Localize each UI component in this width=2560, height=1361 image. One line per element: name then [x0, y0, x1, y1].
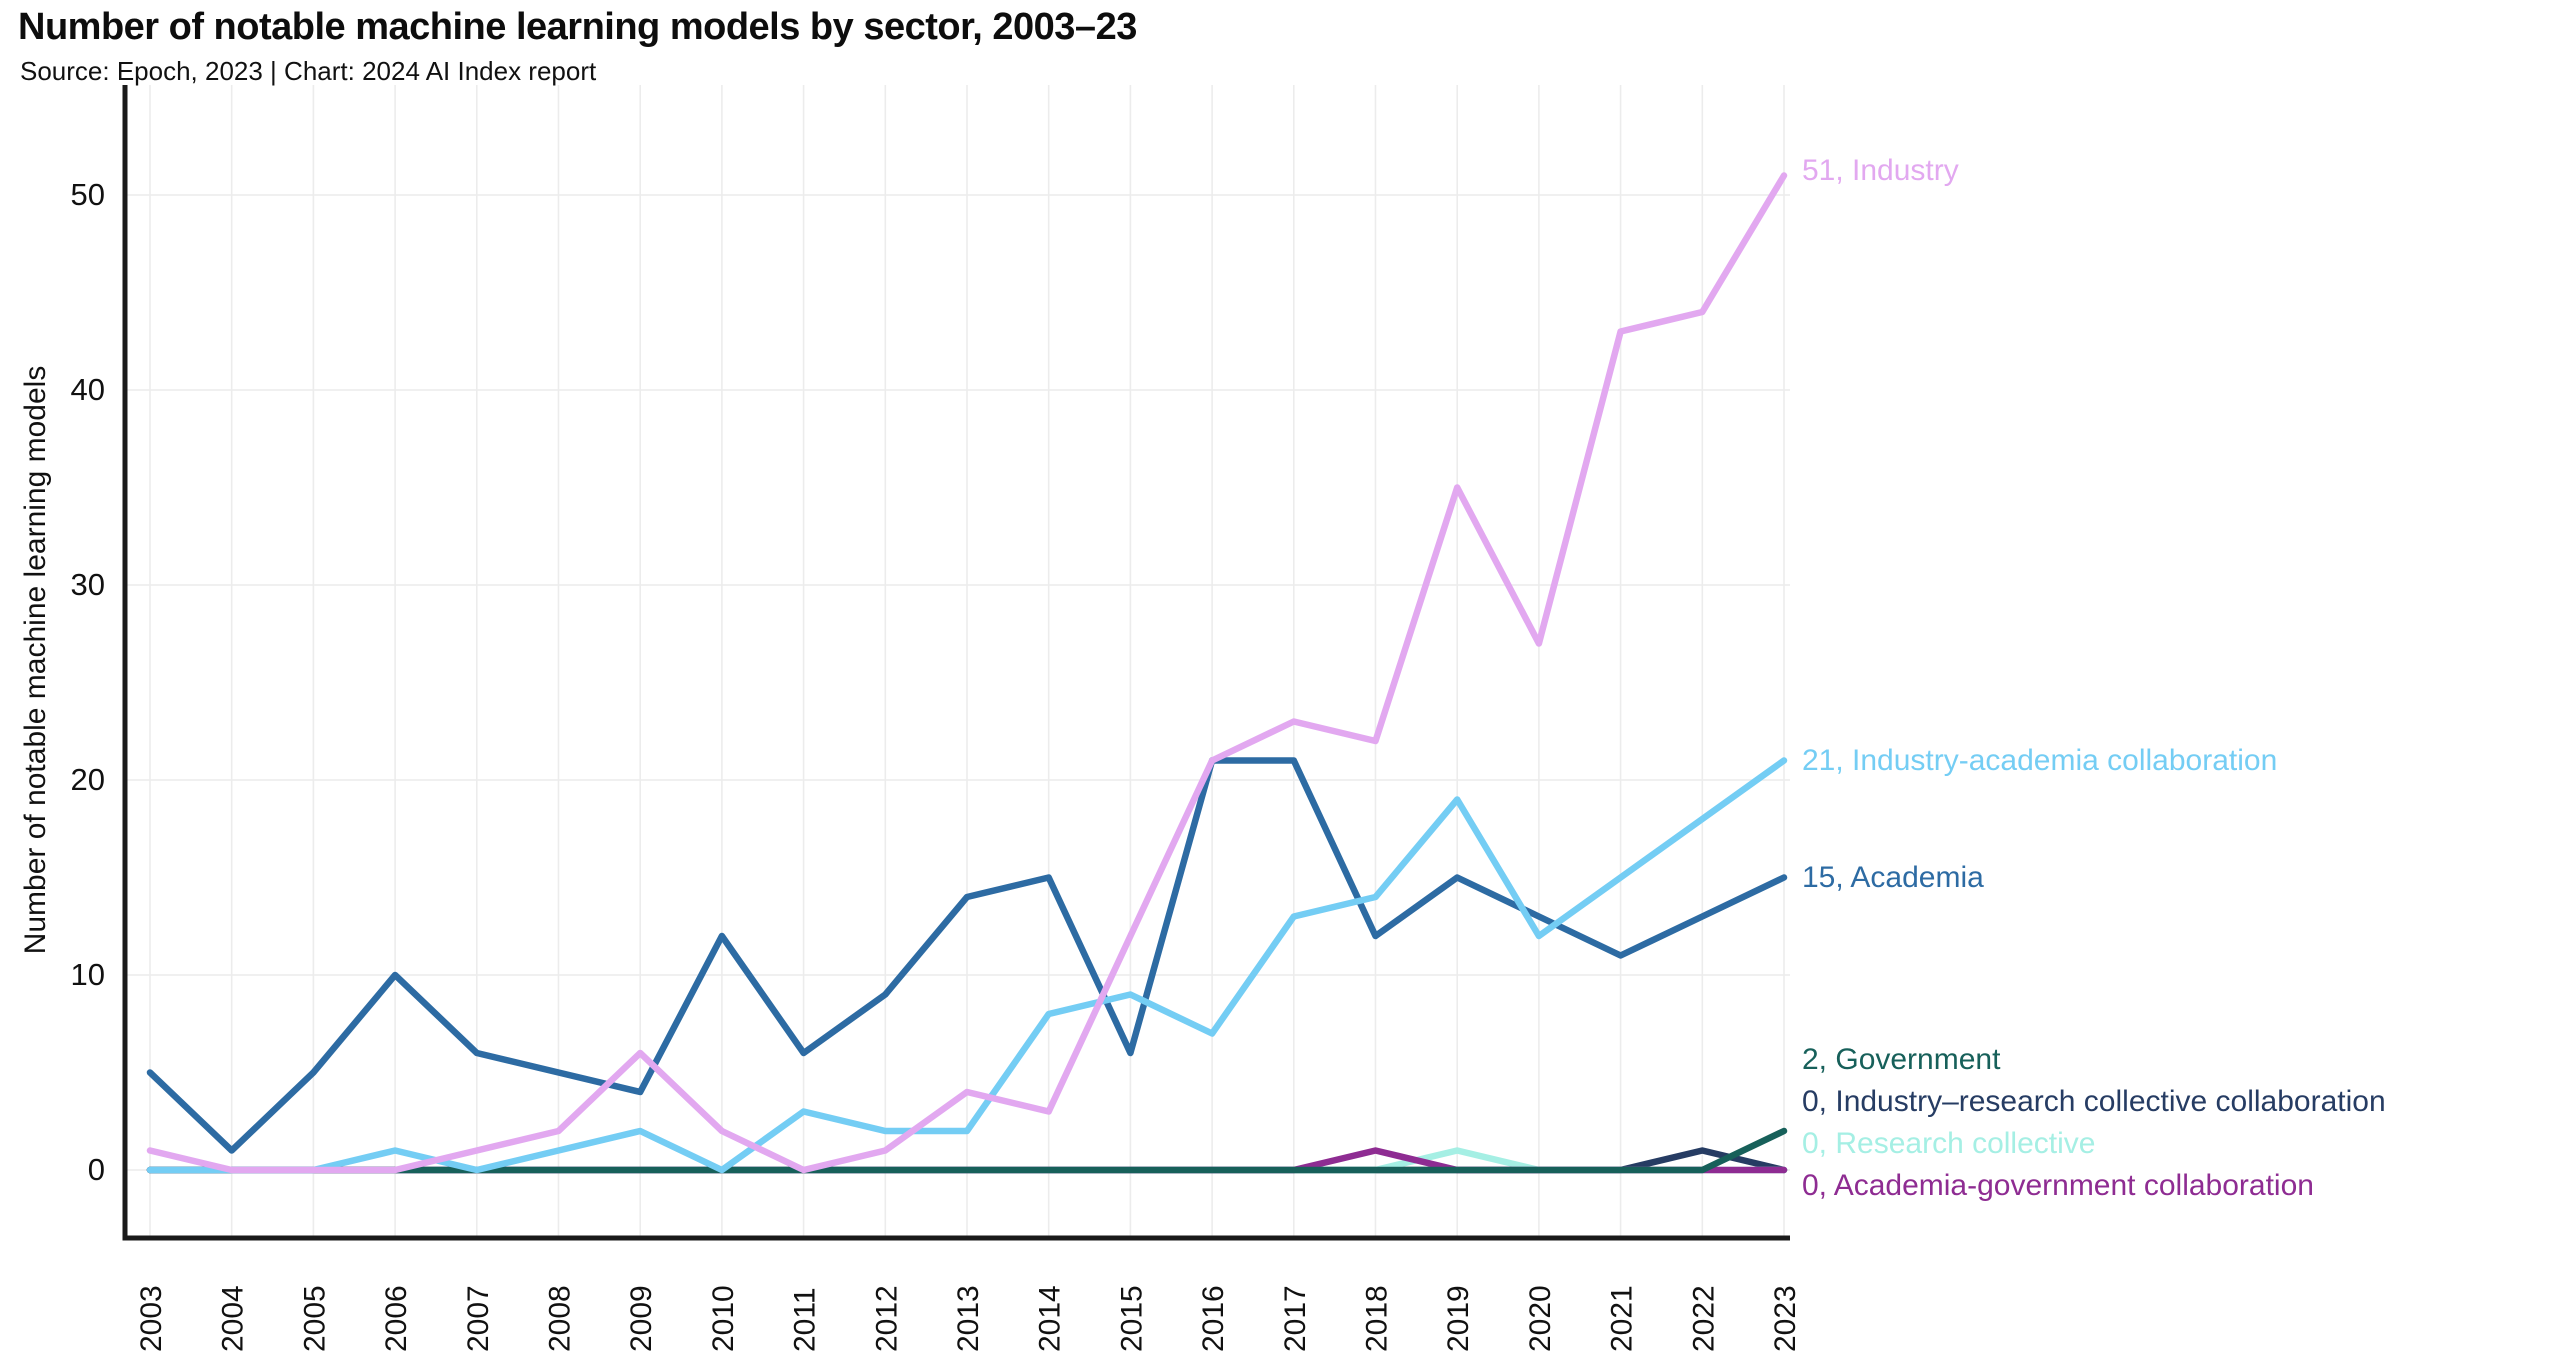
- x-tick-label: 2018: [1361, 1285, 1394, 1352]
- x-tick-label: 2005: [298, 1285, 331, 1352]
- x-tick-label: 2023: [1769, 1285, 1802, 1352]
- y-tick-label: 30: [71, 567, 105, 602]
- line-industry: [146, 172, 1788, 1174]
- y-tick-label: 40: [71, 372, 105, 407]
- end-label-government: 2, Government: [1802, 1043, 2001, 1076]
- x-tick-label: 2015: [1115, 1285, 1148, 1352]
- x-tick-label: 2003: [135, 1285, 168, 1352]
- end-label-research-collective: 0, Research collective: [1802, 1127, 2096, 1160]
- x-tick-label: 2010: [707, 1285, 740, 1352]
- x-tick-label: 2007: [462, 1285, 495, 1352]
- x-tick-label: 2006: [380, 1285, 413, 1352]
- x-tick-label: 2014: [1034, 1285, 1067, 1352]
- line-academia: [146, 757, 1788, 1154]
- x-tick-label: 2009: [625, 1285, 658, 1352]
- x-tick-label: 2016: [1197, 1285, 1230, 1352]
- x-tick-label: 2004: [217, 1285, 250, 1352]
- end-label-academia-government-collaboration: 0, Academia-government collaboration: [1802, 1169, 2314, 1202]
- x-tick-label: 2022: [1687, 1285, 1720, 1352]
- chart-subtitle: Source: Epoch, 2023 | Chart: 2024 AI Ind…: [20, 56, 597, 86]
- y-tick-label: 50: [71, 177, 105, 212]
- x-tick-label: 2013: [952, 1285, 985, 1352]
- end-label-industry-academia-collaboration: 21, Industry-academia collaboration: [1802, 744, 2278, 777]
- y-tick-label: 0: [88, 1152, 105, 1187]
- chart-title: Number of notable machine learning model…: [18, 6, 1137, 48]
- end-label-industry-research-collective-collaboration: 0, Industry–research collective collabor…: [1802, 1085, 2386, 1118]
- y-tick-label: 20: [71, 762, 105, 797]
- x-tick-label: 2008: [544, 1285, 577, 1352]
- x-tick-label: 2021: [1606, 1285, 1639, 1352]
- x-tick-label: 2020: [1524, 1285, 1557, 1352]
- end-label-academia: 15, Academia: [1802, 861, 1984, 894]
- x-tick-label: 2012: [870, 1285, 903, 1352]
- line-industry-academia-collaboration: [146, 757, 1788, 1174]
- y-tick-label: 10: [71, 957, 105, 992]
- line-government: [146, 1127, 1788, 1174]
- x-tick-label: 2017: [1279, 1285, 1312, 1352]
- end-label-industry: 51, Industry: [1802, 154, 1959, 187]
- x-tick-label: 2019: [1442, 1285, 1475, 1352]
- x-tick-label: 2011: [789, 1287, 822, 1352]
